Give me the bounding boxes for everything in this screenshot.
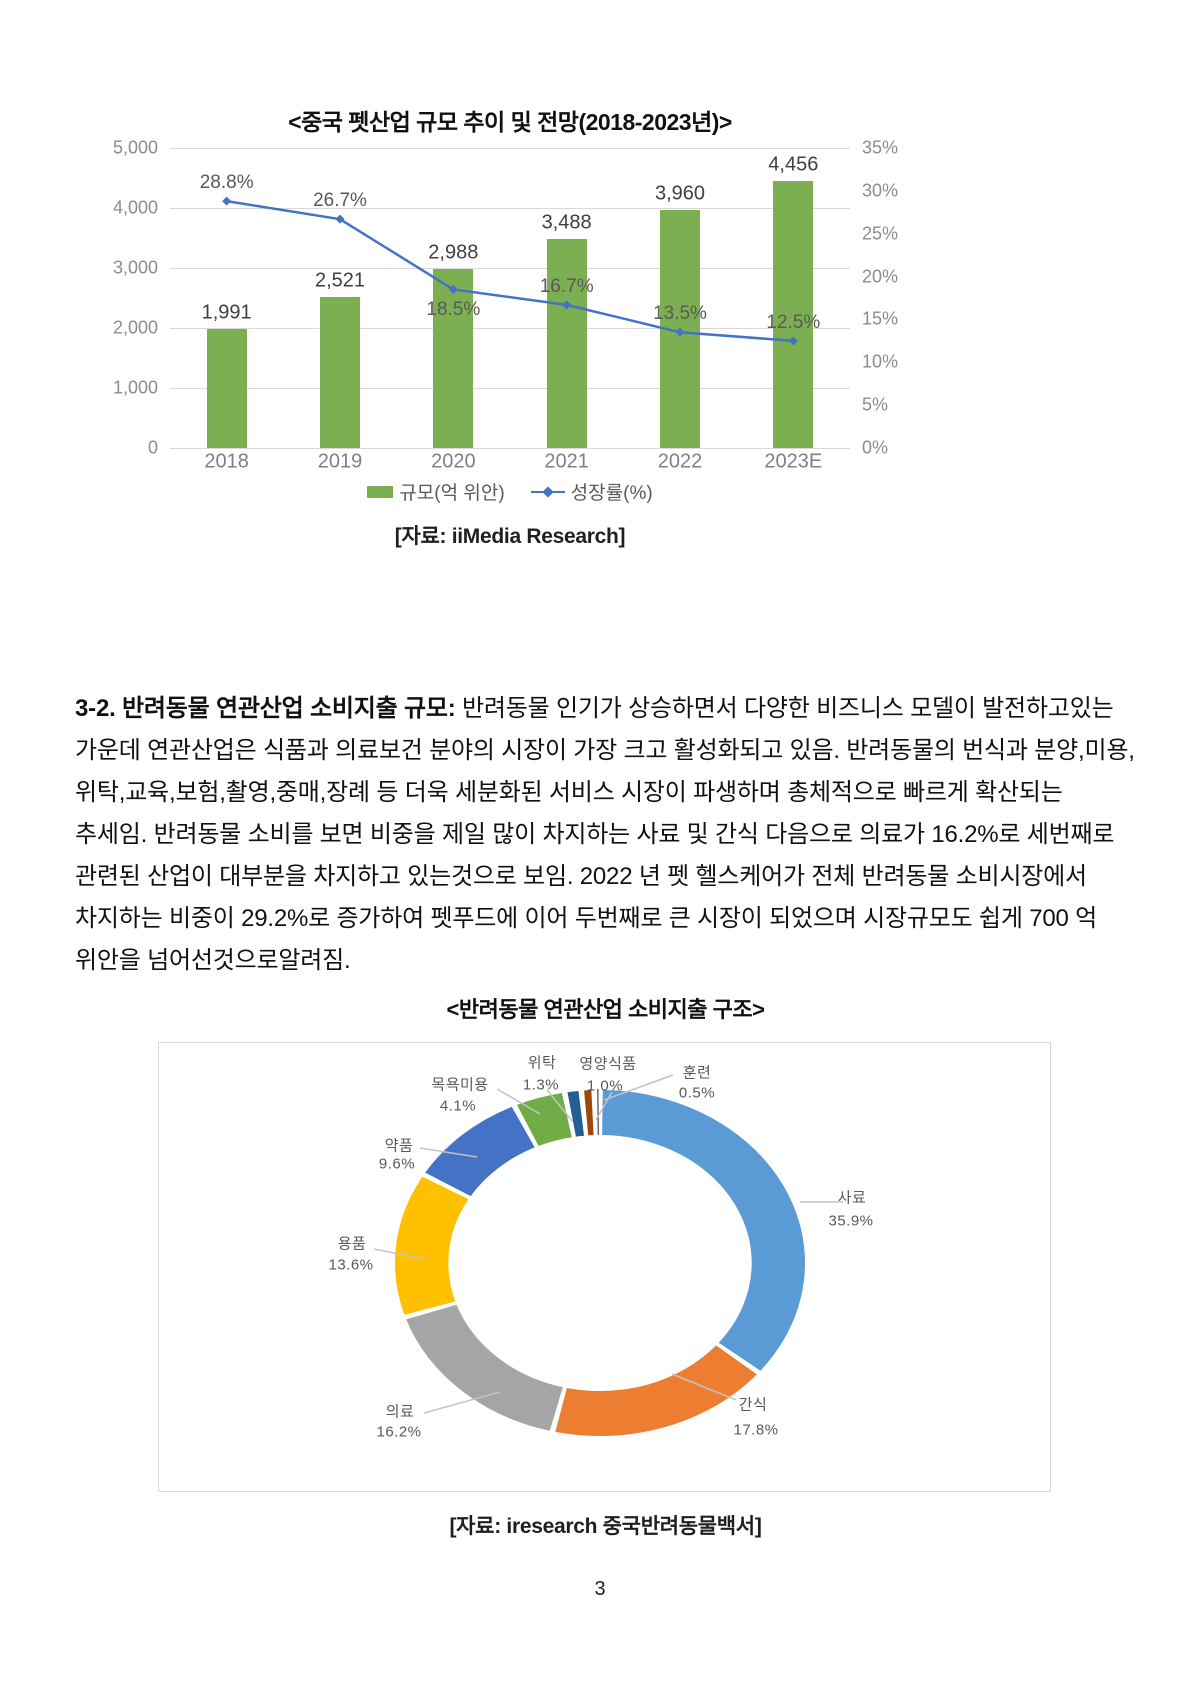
bar-2020 — [433, 268, 474, 448]
x-axis-tick: 2018 — [204, 450, 249, 473]
donut-pct-훈련: 0.5% — [678, 1084, 716, 1102]
y-axis-tick-right: 0% — [862, 437, 889, 458]
donut-label-사료: 사료 — [837, 1189, 867, 1207]
growth-pct-label: 13.5% — [653, 303, 707, 325]
donut-chart-title: <반려동물 연관산업 소비지출 구조> — [446, 997, 765, 1022]
donut-label-용품: 용품 — [337, 1235, 367, 1253]
legend-label-size: 규모(억 위안) — [399, 483, 505, 504]
bar-value-label: 4,456 — [768, 153, 819, 176]
bar-series-swatch-icon — [367, 485, 394, 498]
gridline — [170, 208, 850, 209]
bar-chart-legend: 규모(억 위안) 성장률(%) — [170, 478, 850, 505]
bar-chart-title: <중국 펫산업 규모 추이 및 전망(2018-2023년)> — [288, 109, 732, 135]
body-paragraph: 3-2. 반려동물 연관산업 소비지출 규모: 반려동물 인기가 상승하면서 다… — [75, 688, 1137, 982]
y-axis-tick-right: 5% — [862, 394, 889, 415]
donut-label-목욕미용: 목욕미용 — [431, 1076, 489, 1094]
bar-value-label: 3,960 — [654, 182, 706, 205]
legend-label-growth: 성장률(%) — [570, 483, 653, 504]
donut-slice-사료 — [395, 1090, 805, 1436]
growth-pct-label: 28.8% — [199, 172, 254, 194]
donut-label-간식: 간식 — [738, 1396, 768, 1414]
x-axis-tick: 2020 — [431, 450, 476, 473]
bar-line-chart: 5,000 4,000 3,000 2,000 1,000 0 35% 30% 25% 20% 15… — [0, 0, 1200, 560]
donut-pct-영양식품: 1.0% — [586, 1077, 624, 1095]
growth-pct-label: 18.5% — [426, 299, 481, 321]
donut-label-의료: 의료 — [385, 1403, 415, 1421]
y-axis-tick-right: 25% — [862, 223, 899, 244]
growth-pct-label: 16.7% — [539, 275, 594, 297]
line-series-swatch-icon — [530, 485, 565, 498]
bar-2018 — [206, 328, 247, 448]
y-axis-tick-left: 5,000 — [112, 137, 158, 158]
gridline — [170, 448, 850, 449]
bar-chart-source: [자료: iiMedia Research] — [394, 525, 626, 548]
donut-chart-source: [자료: iresearch 중국반려동물백서] — [449, 1515, 762, 1538]
donut-pct-위탁: 1.3% — [522, 1076, 560, 1094]
donut-label-영양식품: 영양식품 — [579, 1055, 637, 1073]
donut-pct-약품: 9.6% — [378, 1155, 416, 1173]
x-axis-tick: 2023E — [764, 450, 823, 473]
bar-value-label: 2,988 — [428, 241, 479, 264]
y-axis-tick-left: 1,000 — [112, 377, 158, 398]
bar-value-label: 1,991 — [201, 301, 252, 324]
y-axis-tick-right: 35% — [862, 137, 899, 158]
page-number: 3 — [594, 1578, 606, 1600]
bar-2022 — [660, 210, 700, 448]
y-axis-tick-right: 30% — [862, 180, 899, 201]
donut-slice-간식 — [395, 1090, 805, 1436]
paragraph-heading: 3-2. 반려동물 연관산업 소비지출 규모: — [75, 695, 456, 722]
y-axis-tick-left: 4,000 — [112, 197, 158, 218]
gridline — [170, 148, 850, 149]
donut-label-약품: 약품 — [384, 1137, 414, 1155]
paragraph-body: 반려동물 인기가 상승하면서 다양한 비즈니스 모델이 발전하고있는 가운데 연… — [75, 695, 1135, 974]
donut-pct-의료: 16.2% — [376, 1423, 422, 1441]
donut-pct-목욕미용: 4.1% — [439, 1097, 477, 1115]
y-axis-tick-right: 20% — [862, 266, 899, 287]
y-axis-tick-right: 10% — [862, 351, 899, 372]
donut-label-훈련: 훈련 — [682, 1064, 712, 1082]
y-axis-tick-left: 0 — [147, 437, 158, 458]
donut-pct-간식: 17.8% — [733, 1421, 779, 1439]
growth-line-series — [222, 196, 798, 346]
gridline — [170, 388, 850, 389]
growth-pct-label: 12.5% — [766, 311, 821, 333]
x-axis-tick: 2021 — [544, 450, 589, 473]
gridline — [170, 268, 850, 269]
bar-2021 — [546, 238, 587, 448]
donut-slice-용품 — [395, 1090, 805, 1436]
bar-value-label: 3,488 — [541, 211, 592, 234]
y-axis-tick-right: 15% — [862, 308, 899, 329]
legend-item-size: 규모(억 위안) — [367, 478, 505, 505]
x-axis-tick: 2022 — [657, 450, 703, 473]
legend-item-growth: 성장률(%) — [530, 478, 653, 505]
donut-chart — [395, 1090, 805, 1436]
donut-label-위탁: 위탁 — [527, 1054, 557, 1072]
bar-2019 — [320, 296, 360, 448]
gridline — [170, 328, 850, 329]
donut-pct-용품: 13.6% — [328, 1256, 374, 1274]
y-axis-tick-left: 3,000 — [112, 257, 158, 278]
y-axis-tick-left: 2,000 — [112, 317, 158, 338]
x-axis-tick: 2019 — [317, 450, 363, 473]
donut-pct-사료: 35.9% — [828, 1212, 874, 1230]
bar-value-label: 2,521 — [314, 269, 366, 292]
growth-pct-label: 26.7% — [313, 190, 367, 212]
